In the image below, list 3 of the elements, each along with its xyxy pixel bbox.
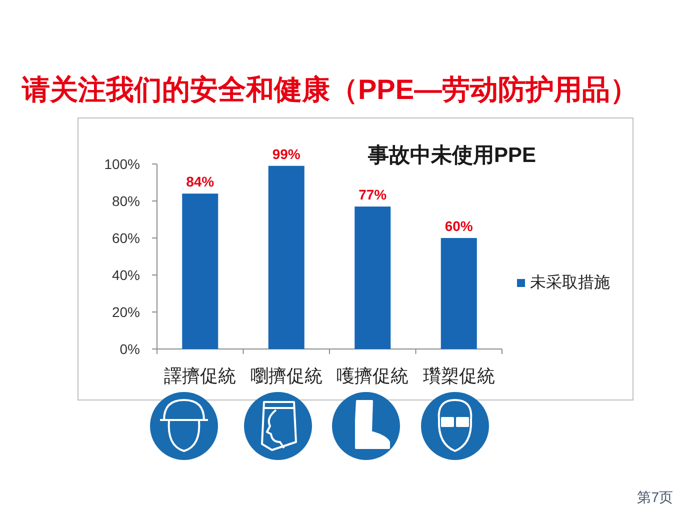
annotation: 第7页	[637, 489, 673, 505]
title: 请关注我们的安全和健康（PPE—劳动防护用品）	[22, 74, 638, 105]
subtitle: 事故中未使用PPE	[368, 144, 536, 167]
